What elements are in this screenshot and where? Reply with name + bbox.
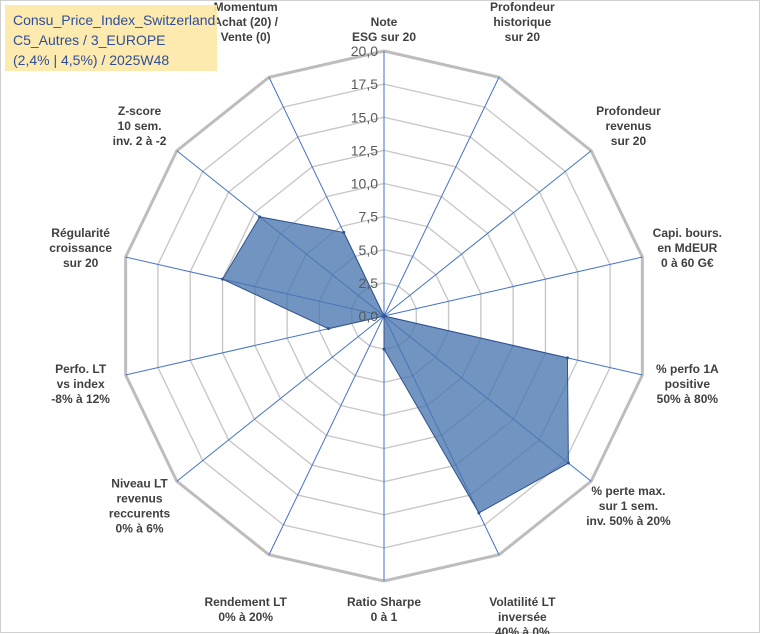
data-point — [382, 347, 386, 351]
axis-label: Volatilité LT inversée 40% à 0% — [489, 595, 556, 634]
axis-spoke — [176, 315, 385, 482]
tick-label: 10,0 — [351, 176, 378, 192]
tick-label: 7,5 — [359, 209, 379, 225]
axis-label: Capi. bours. en MdEUR 0 à 60 G€ — [653, 226, 722, 270]
axis-label: % perte max. sur 1 sem. inv. 50% à 20% — [586, 484, 671, 528]
tick-label: 0,0 — [359, 308, 379, 324]
axis-label: % perfo 1A positive 50% à 80% — [656, 362, 719, 406]
data-point — [477, 511, 481, 515]
axis-spoke — [268, 315, 385, 555]
data-point — [258, 215, 262, 219]
data-point — [565, 356, 569, 360]
data-point — [382, 314, 386, 318]
series-area — [221, 216, 569, 514]
tick-label: 17,5 — [351, 76, 378, 92]
tick-label: 12,5 — [351, 142, 378, 158]
axis-label: Profondeur historique sur 20 — [490, 1, 555, 44]
axis-label: Profondeur revenus sur 20 — [596, 104, 661, 148]
title-line-1: Consu_Price_Index_Switzerland — [13, 12, 216, 28]
data-point — [221, 277, 225, 281]
axis-spoke — [383, 256, 643, 317]
tick-label: 15,0 — [351, 109, 378, 125]
axis-label: Z-score 10 sem. inv. 2 à -2 — [113, 104, 167, 148]
axis-label: Ratio Sharpe 0 à 1 — [347, 595, 421, 624]
axis-spoke — [383, 150, 592, 317]
tick-label: 2,5 — [359, 275, 379, 291]
series-layer — [221, 215, 570, 515]
title-line-3: (2,4% | 4,5%) / 2025W48 — [13, 52, 170, 68]
axis-label: Rendement LT 0% à 20% — [204, 595, 287, 624]
label-layer: Note ESG sur 20 Profondeur historique sur 20… — [49, 1, 722, 634]
tick-label: 20,0 — [351, 43, 378, 59]
data-point — [326, 327, 330, 331]
data-point — [342, 230, 346, 234]
axis-label: Niveau LT revenus reccurents 0% à 6% — [109, 477, 171, 536]
axis-label: Régularité croissance sur 20 — [49, 226, 112, 270]
title-line-2: C5_Autres / 3_EUROPE — [13, 32, 166, 48]
axis-label: Note ESG sur 20 — [352, 15, 416, 44]
axis-spoke — [383, 77, 500, 317]
axis-label: Perfo. LT vs index -8% à 12% — [51, 362, 110, 406]
title-box: Consu_Price_Index_Switzerland C5_Autres … — [5, 5, 217, 71]
axis-label: Momentum Achat (20) / Vente (0) — [213, 1, 278, 44]
tick-label: 5,0 — [359, 242, 379, 258]
tick-layer: 0,0 2,5 5,0 7,5 10,0 12,5 15,0 17,5 20,0 — [351, 43, 378, 324]
data-point — [566, 461, 570, 465]
